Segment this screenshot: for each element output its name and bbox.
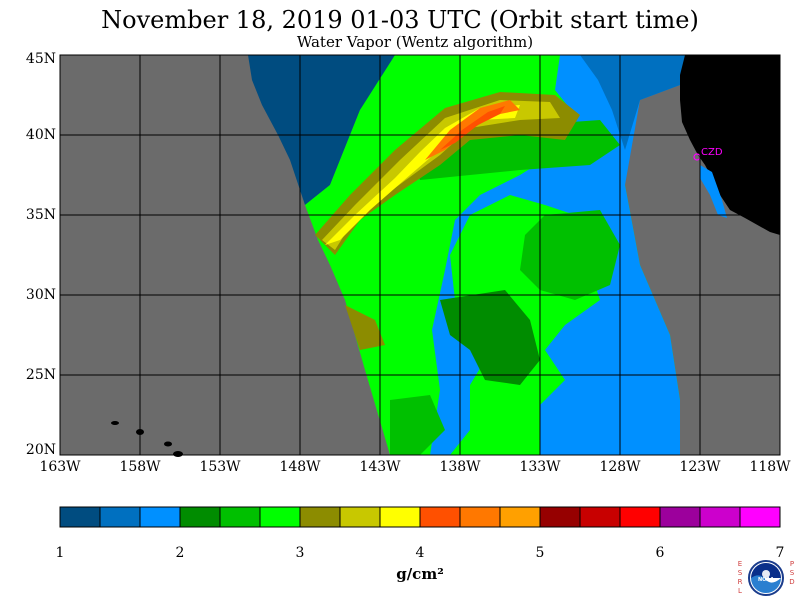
station-label: CZD xyxy=(701,147,723,158)
lon-label: 163W xyxy=(39,459,81,475)
green-patch-east xyxy=(520,210,620,300)
lat-label: 20N xyxy=(25,442,56,458)
logo-letter: D xyxy=(789,578,794,586)
swath-dark-blue xyxy=(248,55,398,205)
coastal-blue xyxy=(700,165,727,218)
colorbar-swatch xyxy=(59,506,101,528)
colorbar-swatch xyxy=(139,506,181,528)
logo-letter: L xyxy=(738,587,742,595)
plume-olive xyxy=(315,92,580,255)
colorbar-swatch xyxy=(659,506,701,528)
logo-letter: P xyxy=(790,560,794,568)
logo-letter: R xyxy=(738,578,743,586)
map-frame xyxy=(59,54,781,456)
colorbar-swatch xyxy=(699,506,741,528)
colorbar-swatch xyxy=(419,506,461,528)
plume-yellow-olive xyxy=(322,100,560,250)
map-title: November 18, 2019 01-03 UTC (Orbit start… xyxy=(101,6,699,34)
logo-letter: S xyxy=(738,569,743,577)
colorbar-swatch xyxy=(499,506,541,528)
lon-label: 153W xyxy=(199,459,241,475)
lon-label: 148W xyxy=(279,459,321,475)
lat-label: 35N xyxy=(25,207,56,223)
colorbar-swatch xyxy=(219,506,261,528)
colorbar-swatch xyxy=(579,506,621,528)
colorbar-swatch xyxy=(379,506,421,528)
lon-label: 118W xyxy=(749,459,791,475)
lon-label: 143W xyxy=(359,459,401,475)
lon-label: 138W xyxy=(439,459,481,475)
olive-patch-south xyxy=(345,305,385,350)
colorbar-tick: 2 xyxy=(175,545,185,561)
swath-east-darkblue xyxy=(580,55,685,150)
lon-label: 133W xyxy=(519,459,561,475)
colorbar-tick: 6 xyxy=(655,545,665,561)
colorbar-swatch xyxy=(99,506,141,528)
logo-letter: E xyxy=(738,560,742,568)
svg-text:NOAA: NOAA xyxy=(758,577,774,583)
colorbar-swatch xyxy=(179,506,221,528)
colorbar-tick: 4 xyxy=(415,545,425,561)
logo-right-letters: PSD xyxy=(789,560,794,586)
colorbar-frame xyxy=(59,506,781,528)
logo-letter: S xyxy=(790,569,795,577)
colorbar xyxy=(59,506,781,528)
lat-label: 30N xyxy=(25,287,56,303)
plume-red-orange xyxy=(440,106,505,150)
colorbar-swatch xyxy=(739,506,781,528)
colorbar-swatch xyxy=(539,506,581,528)
colorbar-swatch xyxy=(299,506,341,528)
swath-east-blue xyxy=(430,55,685,455)
lat-label: 40N xyxy=(25,127,56,143)
green-patch-south xyxy=(390,395,445,455)
lon-label: 123W xyxy=(679,459,721,475)
map-subtitle: Water Vapor (Wentz algorithm) xyxy=(296,33,534,51)
lat-label: 25N xyxy=(25,367,56,383)
colorbar-tick: 3 xyxy=(295,545,305,561)
plume-yellow xyxy=(325,105,520,245)
colorbar-units: g/cm² xyxy=(396,565,444,583)
colorbar-tick: 1 xyxy=(55,545,65,561)
colorbar-swatch xyxy=(259,506,301,528)
map-grid xyxy=(60,55,780,455)
lon-label: 128W xyxy=(599,459,641,475)
colorbar-swatch xyxy=(459,506,501,528)
lat-label: 45N xyxy=(25,51,56,67)
colorbar-tick: 5 xyxy=(535,545,545,561)
colorbar-swatch xyxy=(339,506,381,528)
land-north-america xyxy=(680,55,780,235)
colorbar-swatch xyxy=(619,506,661,528)
green-patch-central xyxy=(440,290,540,385)
lon-label: 158W xyxy=(119,459,161,475)
colorbar-tick: 7 xyxy=(775,545,785,561)
